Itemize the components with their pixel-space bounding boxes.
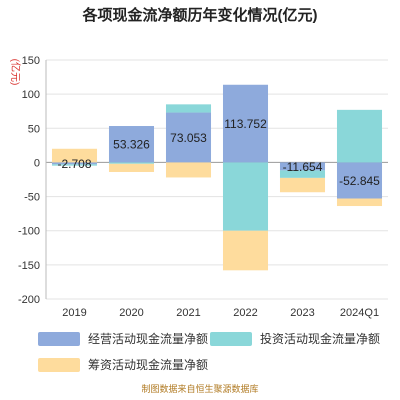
y-tick-label: -150 bbox=[18, 260, 40, 272]
bar-series bbox=[51, 84, 383, 271]
bar-series1-2023 bbox=[279, 170, 326, 178]
bar-series1-2022 bbox=[222, 162, 269, 231]
bar-series2-2021 bbox=[165, 162, 212, 178]
bar-series1-2020 bbox=[108, 162, 155, 164]
legend-swatch-investing bbox=[210, 331, 252, 346]
bar-series1-2021 bbox=[165, 104, 212, 113]
legend-item-investing: 投资活动现金流量净额 bbox=[210, 330, 380, 347]
x-tick-label: 2023 bbox=[290, 307, 314, 319]
legend-label-operating: 经营活动现金流量净额 bbox=[88, 332, 209, 346]
x-tick-label: 2022 bbox=[233, 307, 257, 319]
bar-series2-2023 bbox=[279, 177, 326, 193]
legend-label-financing: 筹资活动现金流量净额 bbox=[88, 358, 209, 372]
x-tick-label: 2021 bbox=[176, 307, 200, 319]
bar-series2-2024Q1 bbox=[336, 198, 383, 207]
bar-series0-2023 bbox=[279, 162, 326, 171]
data-label-2021: 73.053 bbox=[170, 131, 207, 145]
source-note: 制图数据来自恒生聚源数据库 bbox=[141, 384, 259, 394]
data-label-2020: 53.326 bbox=[113, 138, 150, 152]
data-label-2024Q1: -52.845 bbox=[339, 174, 380, 188]
gridlines bbox=[46, 59, 388, 300]
legend-label-investing: 投资活动现金流量净额 bbox=[260, 332, 381, 346]
bar-series2-2022 bbox=[222, 230, 269, 271]
chart-title: 各项现金流净额历年变化情况(亿元) bbox=[82, 6, 318, 24]
bar-series0-2021 bbox=[165, 112, 212, 163]
legend-item-financing: 筹资活动现金流量净额 bbox=[38, 356, 208, 373]
legend-swatch-operating bbox=[38, 331, 80, 346]
x-tick-label: 2019 bbox=[62, 307, 86, 319]
y-axis-label: (亿元) bbox=[9, 59, 22, 86]
bar-series1-2024Q1 bbox=[336, 109, 383, 163]
axes: 150 100 50 0 -50 -100 -150 -200 2019 2020 2021 2022… bbox=[18, 55, 379, 319]
y-tick-label: 50 bbox=[28, 123, 40, 135]
bar-series2-2019 bbox=[51, 148, 98, 163]
bar-series0-2020 bbox=[108, 126, 155, 163]
bar-series0-2019 bbox=[51, 162, 98, 165]
y-tick-label: 0 bbox=[34, 157, 40, 169]
y-tick-label: 100 bbox=[22, 89, 40, 101]
bar-series0-2022 bbox=[222, 84, 269, 163]
x-tick-label: 2024Q1 bbox=[340, 307, 379, 319]
data-label-2019: -2.708 bbox=[57, 157, 91, 171]
y-tick-label: -50 bbox=[24, 192, 40, 204]
bar-series2-2020 bbox=[108, 163, 155, 172]
y-tick-label: -100 bbox=[18, 226, 40, 238]
legend-swatch-financing bbox=[38, 357, 80, 372]
y-tick-label: -200 bbox=[18, 294, 40, 306]
y-tick-label: 150 bbox=[22, 55, 40, 67]
legend-item-operating: 经营活动现金流量净额 bbox=[38, 330, 208, 347]
x-tick-label: 2020 bbox=[119, 307, 143, 319]
data-labels: -2.708 53.326 73.053 113.752 -11.654 -52.845 bbox=[57, 117, 380, 188]
data-label-2022: 113.752 bbox=[224, 117, 267, 131]
data-label-2023: -11.654 bbox=[283, 160, 323, 174]
bar-series0-2024Q1 bbox=[336, 162, 383, 199]
bar-series1-2019 bbox=[51, 164, 98, 166]
